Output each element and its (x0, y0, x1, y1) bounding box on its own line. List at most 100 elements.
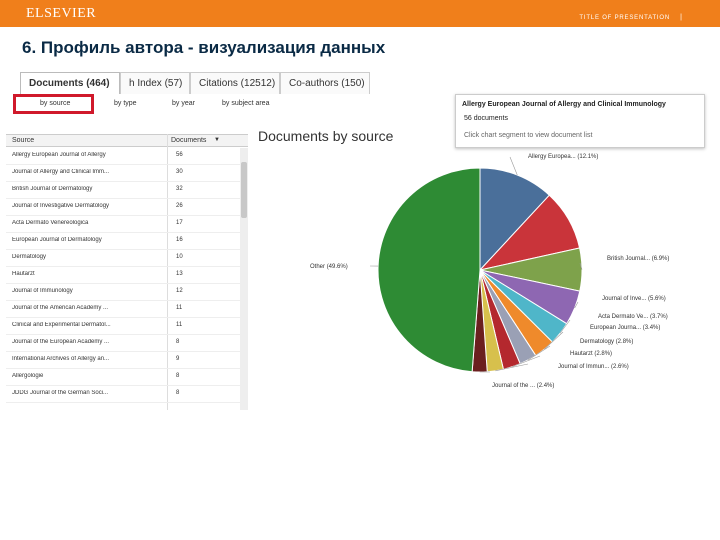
row-source[interactable]: Journal of Immunology (12, 288, 73, 294)
pie-slice-percent: (2.6%) (611, 364, 629, 370)
pie-slice-percent: (2.8%) (594, 351, 613, 357)
pie-slice-label: European Journa... (3.4%) (590, 325, 660, 331)
tab-h-index[interactable]: h Index (57) (120, 72, 190, 94)
row-source[interactable]: JDDG Journal of the German Soci... (12, 390, 109, 396)
row-source[interactable]: Journal of Allergy and Clinical Imm... (12, 169, 110, 175)
row-count: 13 (176, 271, 183, 277)
author-profile-screenshot: Documents (464) h Index (57) Citations (… (6, 70, 716, 410)
row-count: 17 (176, 220, 183, 226)
tab-co-authors[interactable]: Co-authors (150) (280, 72, 370, 94)
row-source[interactable]: Clinical and Experimental Dermatol... (12, 322, 111, 328)
pie-slice-label: Acta Dermato Ve... (3.7%) (598, 314, 668, 320)
row-count: 9 (176, 356, 180, 362)
pie-slice[interactable] (377, 167, 481, 373)
table-row[interactable]: Dermatology 10 (6, 250, 240, 267)
pie-slice-name: Other (310, 264, 326, 270)
pie-label-leader (574, 301, 579, 309)
row-source[interactable]: Journal of the American Academy ... (12, 305, 109, 311)
table-row[interactable]: Journal of Immunology 12 (6, 284, 240, 301)
pie-slice-percent: (5.6%) (648, 296, 666, 302)
row-count: 8 (176, 390, 180, 396)
table-row[interactable]: European Journal of Dermatology 16 (6, 233, 240, 250)
row-source[interactable]: Allergologie (12, 373, 44, 379)
source-table: Source Documents ▼ Allergy European Jour… (6, 134, 248, 410)
subtab-by-subject-area[interactable]: by subject area (222, 100, 270, 107)
table-row[interactable]: British Journal of Dermatology 32 (6, 182, 240, 199)
row-source[interactable]: European Journal of Dermatology (12, 237, 102, 243)
pie-slice-name: Journal of Inve... (602, 296, 647, 302)
pie-slice-name: Journal of Immun... (558, 364, 610, 370)
table-row[interactable]: Journal of the American Academy ... 11 (6, 301, 240, 318)
pie-label-leader (495, 363, 529, 372)
row-source[interactable]: Journal of Investigative Dermatology (12, 203, 110, 209)
column-header-source[interactable]: Source (12, 137, 35, 144)
header-separator: | (680, 14, 682, 21)
pie-slice-name: Hautarzt (570, 351, 593, 357)
pie-slice-label: Dermatology (2.8%) (580, 339, 633, 345)
row-source[interactable]: Dermatology (12, 254, 47, 260)
row-count: 16 (176, 237, 183, 243)
subtab-by-year[interactable]: by year (172, 100, 195, 107)
row-count: 32 (176, 186, 183, 192)
column-header-documents[interactable]: Documents (171, 137, 207, 144)
pie-slice-label: Allergy Europea... (12.1%) (528, 154, 598, 160)
pie-slice-label: Journal of Immun... (2.6%) (558, 364, 629, 370)
table-row[interactable]: Hautarzt 13 (6, 267, 240, 284)
row-count: 30 (176, 169, 183, 175)
row-source[interactable]: International Archives of Allergy an... (12, 356, 110, 362)
subtab-by-type[interactable]: by type (114, 100, 137, 107)
pie-slice-name: British Journal... (607, 256, 651, 262)
table-scrollbar[interactable] (240, 148, 248, 410)
table-row[interactable]: Journal of Allergy and Clinical Imm... 30 (6, 165, 240, 182)
tab-citations[interactable]: Citations (12512) (190, 72, 280, 94)
tooltip-title: Allergy European Journal of Allergy and … (462, 101, 666, 108)
tooltip-hint: Click chart segment to view document lis… (464, 132, 593, 139)
pie-slice-name: Dermatology (580, 339, 615, 345)
row-source[interactable]: Acta Dermato Venereologica (12, 220, 89, 226)
tab-documents[interactable]: Documents (464) (20, 72, 120, 94)
table-scrollbar-thumb[interactable] (241, 162, 247, 218)
pie-slice-percent: (12.1%) (577, 154, 599, 160)
row-count: 10 (176, 254, 183, 260)
table-row[interactable]: Clinical and Experimental Dermatol... 11 (6, 318, 240, 335)
table-row[interactable]: Acta Dermato Venereologica 17 (6, 216, 240, 233)
slide-title: 6. Профиль автора - визуализация данных (22, 38, 386, 57)
pie-slice-label: Other (49.6%) (310, 264, 348, 270)
row-count: 12 (176, 288, 183, 294)
pie-slice-percent: (49.6%) (326, 264, 348, 270)
pie-slice-percent: (3.7%) (650, 314, 668, 320)
table-row[interactable]: Allergy European Journal of Allergy 56 (6, 148, 240, 165)
row-count: 8 (176, 373, 180, 379)
table-row[interactable]: Journal of Investigative Dermatology 26 (6, 199, 240, 216)
tab-bar: Documents (464) h Index (57) Citations (… (20, 72, 370, 94)
pie-label-leader (509, 156, 518, 176)
sort-desc-icon[interactable]: ▼ (214, 137, 220, 143)
table-header: Source Documents ▼ (6, 134, 248, 147)
chart-title: Documents by source (258, 128, 394, 144)
chart-tooltip: Allergy European Journal of Allergy and … (455, 94, 705, 148)
row-source[interactable]: Journal of the European Academy ... (12, 339, 110, 345)
row-count: 8 (176, 339, 180, 345)
row-count: 26 (176, 203, 183, 209)
selected-subtab-highlight (13, 94, 94, 114)
pie-slice-percent: (3.4%) (642, 325, 661, 331)
pie-slice-name: European Journa... (590, 325, 642, 331)
row-source[interactable]: Allergy European Journal of Allergy (12, 152, 106, 158)
row-source[interactable]: British Journal of Dermatology (12, 186, 93, 192)
table-row[interactable]: Allergologie 8 (6, 369, 240, 386)
table-row[interactable]: JDDG Journal of the German Soci... 8 (6, 386, 240, 403)
column-divider (167, 134, 168, 410)
row-count: 56 (176, 152, 183, 158)
header-bar: ELSEVIER TITLE OF PRESENTATION | (0, 0, 720, 27)
table-row[interactable]: Journal of the European Academy ... 8 (6, 335, 240, 352)
table-row[interactable]: International Archives of Allergy an... 9 (6, 352, 240, 369)
pie-slice-label: Journal of Inve... (5.6%) (602, 296, 666, 302)
subtab-by-source[interactable]: by source (40, 100, 71, 107)
pie-slice-percent: (2.8%) (615, 339, 634, 345)
pie-slice-label: British Journal... (6.9%) (607, 256, 669, 262)
row-source[interactable]: Hautarzt (12, 271, 35, 277)
row-count: 11 (176, 322, 183, 328)
pie-label-leader (579, 262, 583, 270)
presentation-title: TITLE OF PRESENTATION (579, 15, 670, 21)
